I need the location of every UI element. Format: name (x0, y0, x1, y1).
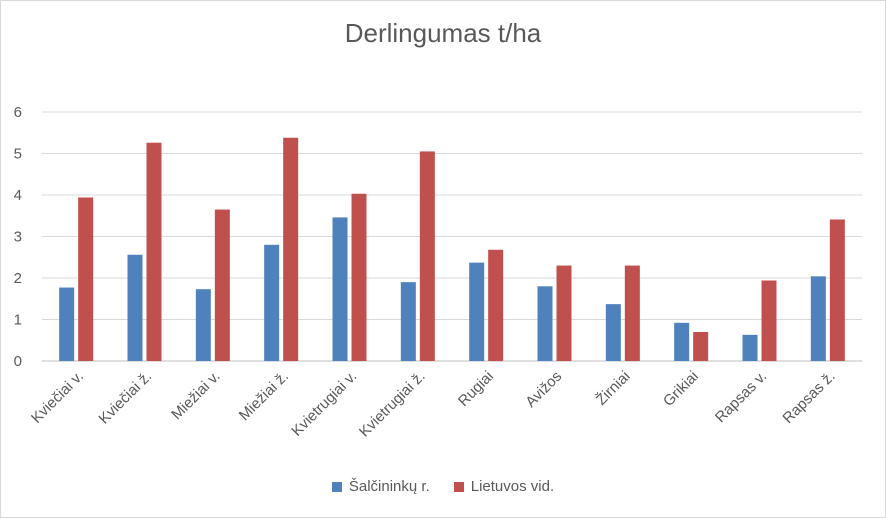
x-tick-label: Rugiai (455, 368, 497, 410)
bar-series-2 (624, 265, 640, 361)
bar-series-1 (127, 254, 143, 361)
y-axis-labels: 0 1 2 3 4 5 6 (14, 104, 22, 370)
bar-series-2 (761, 280, 777, 361)
bar-series-2 (146, 142, 162, 361)
bar-series-1 (674, 322, 690, 361)
bar-series-2 (488, 249, 504, 361)
bar-series-2 (78, 197, 94, 361)
x-tick-label: Žirniai (593, 368, 634, 409)
x-tick-label: Kvietrugiai v. (288, 368, 360, 440)
bar-series-1 (810, 276, 826, 361)
legend-swatch-series-2 (453, 481, 464, 492)
x-tick-label: Kviečiai ž. (96, 368, 156, 428)
bar-series-2 (351, 193, 367, 361)
bar-series-2 (419, 151, 435, 361)
y-tick-label: 1 (14, 312, 22, 329)
bar-series-1 (332, 217, 348, 361)
x-tick-label: Avižos (522, 368, 565, 411)
legend-swatch-series-1 (331, 481, 342, 492)
x-tick-label: Grikiai (660, 368, 702, 410)
legend-item-series-2: Lietuvos vid. (453, 478, 555, 495)
bar-series-1 (537, 286, 553, 361)
legend-item-series-1: Šalčininkų r. (331, 478, 430, 495)
bar-series-1 (195, 289, 211, 361)
x-tick-label: Miežiai v. (168, 368, 223, 423)
y-tick-label: 3 (14, 229, 22, 246)
x-tick-label: Kvietrugiai ž. (356, 368, 429, 441)
y-tick-label: 6 (14, 104, 22, 121)
bar-series-2 (283, 137, 299, 361)
bar-series-2 (829, 219, 845, 361)
y-tick-label: 4 (14, 187, 22, 204)
chart-title: Derlingumas t/ha (344, 18, 542, 48)
bars (59, 137, 845, 361)
legend: Šalčininkų r. Lietuvos vid. (0, 478, 886, 495)
y-tick-label: 2 (14, 270, 22, 287)
bar-series-2 (214, 209, 230, 361)
y-tick-label: 5 (14, 146, 22, 163)
bar-series-2 (693, 331, 709, 361)
bar-series-1 (605, 304, 621, 361)
x-tick-label: Rapsas v. (712, 368, 770, 426)
legend-label-series-1: Šalčininkų r. (348, 478, 430, 495)
gridlines (42, 111, 862, 362)
y-tick-label: 0 (14, 353, 22, 370)
bar-series-1 (59, 287, 75, 361)
x-tick-label: Kviečiai v. (28, 368, 87, 427)
bar-series-1 (742, 334, 758, 361)
bar-series-2 (556, 265, 572, 361)
x-tick-label: Rapsas ž. (779, 368, 838, 427)
bar-series-1 (264, 244, 280, 361)
bar-series-1 (469, 262, 485, 361)
bar-series-1 (400, 282, 416, 361)
x-axis-labels: Kviečiai v. Kviečiai ž. Miežiai v. Miežiai … (28, 368, 839, 441)
legend-label-series-2: Lietuvos vid. (470, 478, 555, 495)
x-tick-label: Miežiai ž. (236, 368, 292, 424)
